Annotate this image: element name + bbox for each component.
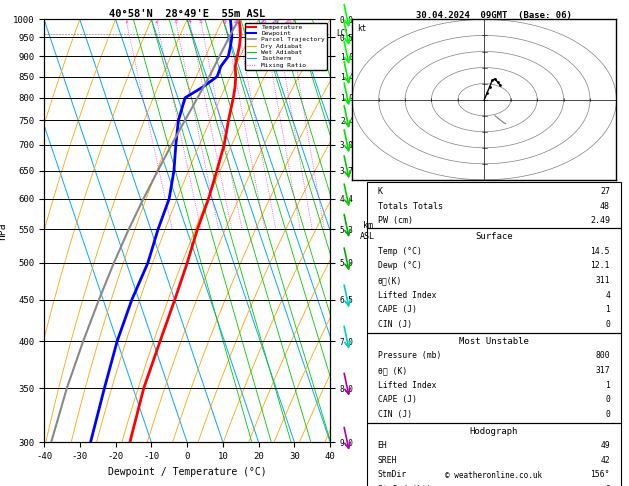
- Text: Surface: Surface: [475, 232, 513, 242]
- Text: EH: EH: [377, 441, 387, 451]
- Text: StmDir: StmDir: [377, 470, 407, 480]
- Text: 20: 20: [272, 19, 279, 24]
- Text: 156°: 156°: [591, 470, 610, 480]
- Text: 12.1: 12.1: [591, 261, 610, 271]
- Text: SREH: SREH: [377, 456, 397, 465]
- Text: Pressure (mb): Pressure (mb): [377, 351, 441, 361]
- Title: 40°58'N  28°49'E  55m ASL: 40°58'N 28°49'E 55m ASL: [109, 9, 265, 18]
- Text: CIN (J): CIN (J): [377, 320, 411, 329]
- Text: 1: 1: [605, 305, 610, 314]
- Text: 25: 25: [285, 19, 292, 24]
- Text: © weatheronline.co.uk: © weatheronline.co.uk: [445, 471, 542, 480]
- Text: 4: 4: [605, 291, 610, 300]
- Text: CAPE (J): CAPE (J): [377, 395, 416, 404]
- Text: 0: 0: [605, 410, 610, 419]
- Text: 5: 5: [199, 19, 203, 24]
- Text: 42: 42: [600, 456, 610, 465]
- Text: 800: 800: [596, 351, 610, 361]
- Text: 10: 10: [233, 19, 240, 24]
- Text: kt: kt: [357, 24, 367, 33]
- Text: 1: 1: [605, 381, 610, 390]
- Text: 30.04.2024  09GMT  (Base: 06): 30.04.2024 09GMT (Base: 06): [416, 11, 572, 20]
- X-axis label: Dewpoint / Temperature (°C): Dewpoint / Temperature (°C): [108, 467, 267, 477]
- Bar: [367, 423, 621, 486]
- Text: 3: 3: [174, 19, 177, 24]
- Text: CAPE (J): CAPE (J): [377, 305, 416, 314]
- Text: 2.49: 2.49: [590, 216, 610, 226]
- Text: LCL: LCL: [336, 29, 350, 38]
- Text: θᴇ (K): θᴇ (K): [377, 366, 407, 375]
- Y-axis label: hPa: hPa: [0, 222, 8, 240]
- Bar: [367, 228, 621, 333]
- Text: K: K: [377, 187, 382, 196]
- Text: θᴇ(K): θᴇ(K): [377, 276, 402, 285]
- Text: 8: 8: [223, 19, 226, 24]
- Text: 317: 317: [596, 366, 610, 375]
- Text: 2: 2: [155, 19, 159, 24]
- Text: 16: 16: [259, 19, 267, 24]
- Text: Lifted Index: Lifted Index: [377, 291, 436, 300]
- Text: Most Unstable: Most Unstable: [459, 337, 529, 346]
- Text: 48: 48: [600, 202, 610, 211]
- Legend: Temperature, Dewpoint, Parcel Trajectory, Dry Adiabat, Wet Adiabat, Isotherm, Mi: Temperature, Dewpoint, Parcel Trajectory…: [245, 22, 327, 69]
- Text: 4: 4: [187, 19, 191, 24]
- Text: StmSpd (kt): StmSpd (kt): [377, 485, 431, 486]
- Text: Dewp (°C): Dewp (°C): [377, 261, 421, 271]
- Text: PW (cm): PW (cm): [377, 216, 413, 226]
- Y-axis label: km
ASL: km ASL: [360, 221, 376, 241]
- Text: Lifted Index: Lifted Index: [377, 381, 436, 390]
- Text: Totals Totals: Totals Totals: [377, 202, 443, 211]
- Bar: [367, 333, 621, 423]
- Text: 27: 27: [600, 187, 610, 196]
- Text: 49: 49: [600, 441, 610, 451]
- Text: Temp (°C): Temp (°C): [377, 247, 421, 256]
- Text: 9: 9: [605, 485, 610, 486]
- Text: 311: 311: [596, 276, 610, 285]
- Text: CIN (J): CIN (J): [377, 410, 411, 419]
- Text: 0: 0: [605, 395, 610, 404]
- Bar: [367, 182, 621, 228]
- Text: 0: 0: [605, 320, 610, 329]
- Text: 1: 1: [124, 19, 128, 24]
- Text: 14.5: 14.5: [591, 247, 610, 256]
- Text: Hodograph: Hodograph: [470, 427, 518, 436]
